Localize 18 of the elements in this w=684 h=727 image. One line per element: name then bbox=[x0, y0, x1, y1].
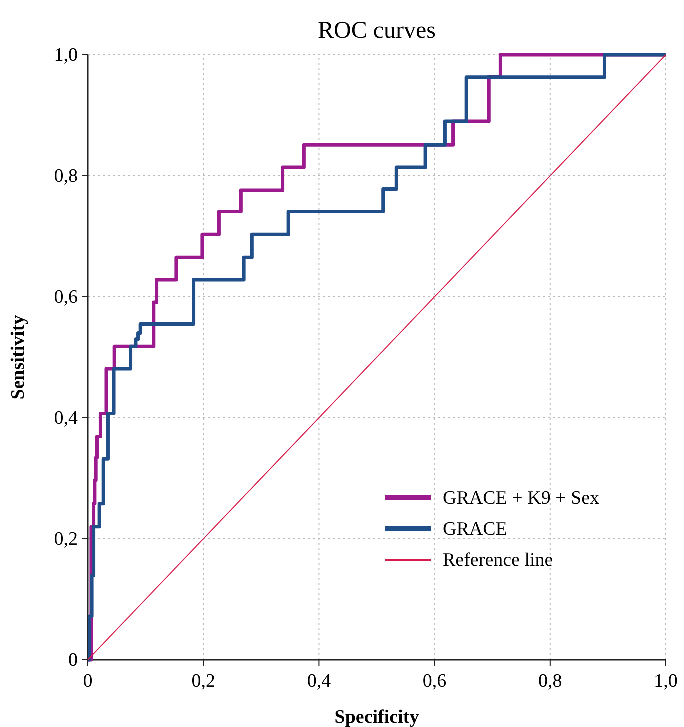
x-tick-label: 1,0 bbox=[654, 671, 678, 692]
y-tick-label: 0,8 bbox=[54, 166, 78, 187]
legend-label: Reference line bbox=[443, 550, 554, 571]
y-tick-label: 0 bbox=[68, 650, 78, 671]
y-tick-label: 0,6 bbox=[54, 287, 78, 308]
chart-title: ROC curves bbox=[318, 18, 436, 44]
x-tick-label: 0,2 bbox=[192, 671, 216, 692]
y-tick-label: 1,0 bbox=[54, 45, 78, 66]
y-axis-title: Sensitivity bbox=[8, 314, 29, 400]
x-tick-label: 0,6 bbox=[422, 671, 447, 692]
x-tick-label: 0,8 bbox=[538, 671, 562, 692]
y-tick-label: 0,4 bbox=[54, 408, 78, 429]
y-tick-label: 0,2 bbox=[54, 529, 78, 550]
x-tick-label: 0,4 bbox=[307, 671, 332, 692]
x-axis-title: Specificity bbox=[334, 707, 420, 727]
legend-label: GRACE bbox=[443, 519, 508, 540]
legend-label: GRACE + K9 + Sex bbox=[443, 488, 600, 509]
x-tick-label: 0 bbox=[83, 671, 93, 692]
